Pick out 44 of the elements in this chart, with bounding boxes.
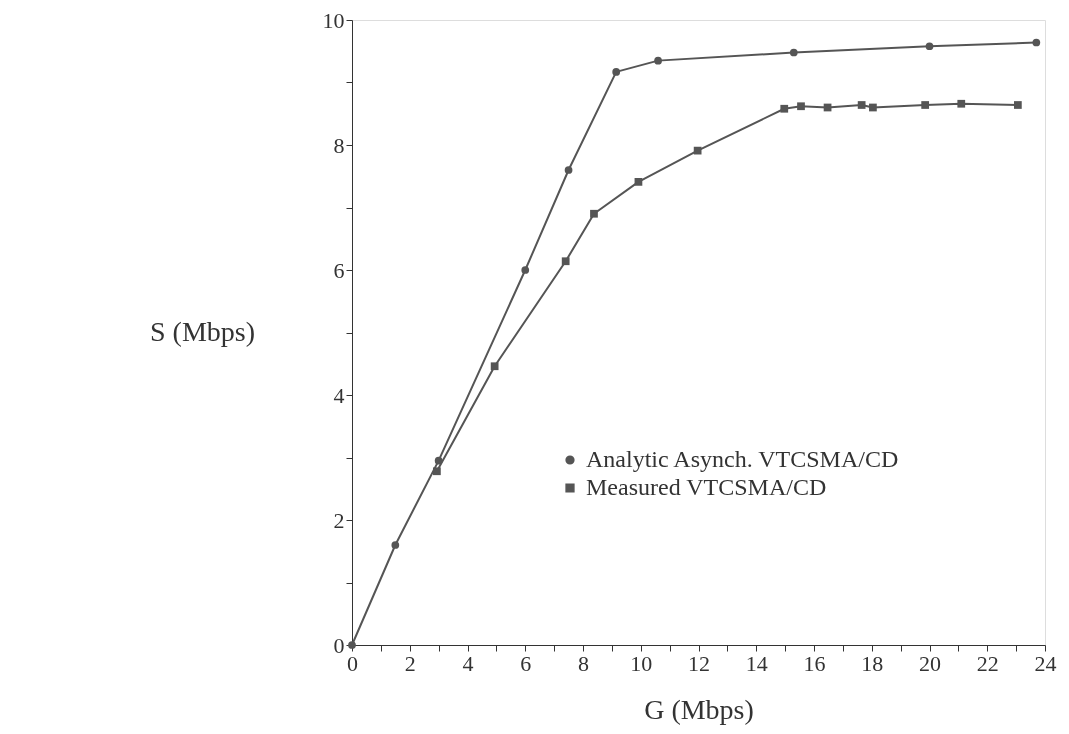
x-tick-label: 18 xyxy=(861,650,884,676)
point xyxy=(433,467,441,476)
x-tick-label: 24 xyxy=(1034,650,1057,676)
y-axis-title: S (Mbps) xyxy=(149,316,256,347)
y-tick-label: 4 xyxy=(333,382,345,408)
y-tick-label: 2 xyxy=(333,507,345,533)
point xyxy=(654,56,662,65)
point xyxy=(634,178,643,186)
point xyxy=(590,209,598,218)
legend-label: Measured VTCSMA/CD xyxy=(586,474,827,500)
point xyxy=(957,99,966,108)
point xyxy=(521,266,530,274)
point xyxy=(1013,101,1022,109)
point xyxy=(391,541,400,549)
y-tick-label: 8 xyxy=(333,132,345,158)
point xyxy=(869,103,877,112)
point xyxy=(797,102,805,111)
x-tick-label: 6 xyxy=(520,650,532,676)
point xyxy=(925,42,934,51)
y-tick-label: 0 xyxy=(333,632,345,658)
x-tick-label: 22 xyxy=(976,650,999,676)
y-tick-label: 10 xyxy=(322,7,345,33)
x-tick-label: 20 xyxy=(919,650,941,676)
point xyxy=(561,257,570,266)
point xyxy=(490,362,499,371)
x-tick-label: 8 xyxy=(578,650,589,676)
point xyxy=(1032,38,1041,47)
legend-label: Analytic Asynch. VTCSMA/CD xyxy=(586,446,899,472)
x-tick-label: 16 xyxy=(803,650,826,676)
x-tick-label: 12 xyxy=(688,650,710,676)
point xyxy=(857,101,866,109)
x-tick-label: 2 xyxy=(404,650,416,676)
x-axis-title: G (Mbps) xyxy=(644,693,754,725)
point xyxy=(612,68,621,76)
x-tick-label: 10 xyxy=(630,650,653,676)
x-tick-label: 4 xyxy=(462,650,474,676)
point xyxy=(780,104,789,113)
point xyxy=(693,146,702,155)
point xyxy=(789,48,798,57)
point xyxy=(921,101,930,109)
x-tick-label: 14 xyxy=(745,650,768,676)
point xyxy=(564,166,573,174)
point xyxy=(434,456,443,465)
y-tick-label: 6 xyxy=(333,257,345,283)
